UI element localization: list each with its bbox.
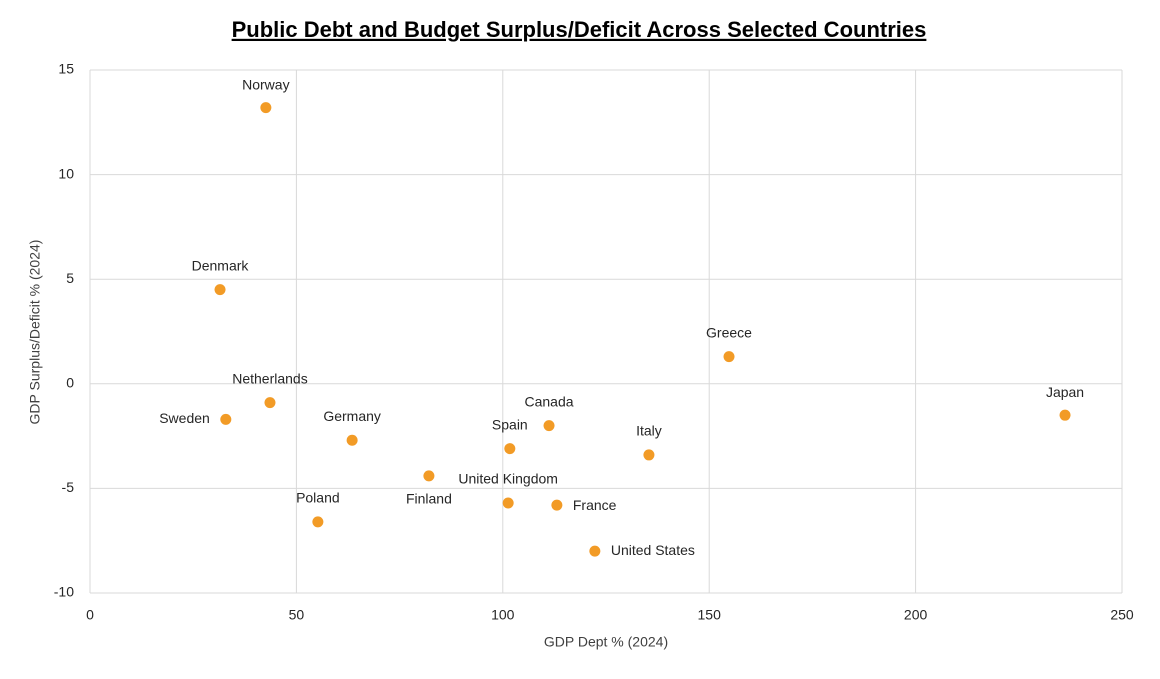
data-point	[220, 413, 232, 425]
data-point	[423, 470, 435, 482]
data-point	[214, 284, 226, 296]
chart-title: Public Debt and Budget Surplus/Deficit A…	[232, 17, 927, 42]
data-point	[1059, 409, 1071, 421]
x-axis-title: GDP Dept % (2024)	[544, 634, 668, 650]
data-point	[346, 434, 358, 446]
y-tick-label: -10	[54, 584, 74, 600]
x-tick-label: 150	[698, 607, 722, 623]
y-axis-title: GDP Surplus/Deficit % (2024)	[27, 240, 43, 425]
y-tick-label: 5	[66, 270, 74, 286]
x-tick-label: 100	[491, 607, 515, 623]
data-label: Poland	[296, 490, 340, 506]
data-point	[589, 545, 601, 557]
y-tick-label: -5	[62, 479, 75, 495]
y-tick-label: 10	[58, 165, 74, 181]
data-label: Germany	[323, 408, 381, 424]
data-point	[264, 397, 276, 409]
data-label: Spain	[492, 416, 528, 432]
data-label: France	[573, 497, 617, 513]
y-tick-label: 0	[66, 375, 74, 391]
data-point	[643, 449, 655, 461]
data-label: Netherlands	[232, 370, 308, 386]
data-point	[543, 420, 555, 432]
data-label: Greece	[706, 324, 752, 340]
data-point	[502, 497, 514, 509]
data-label: United States	[611, 542, 695, 558]
data-label: Norway	[242, 76, 289, 92]
data-point	[312, 516, 324, 528]
y-tick-label: 15	[58, 61, 74, 77]
data-label: Finland	[406, 491, 452, 507]
data-point	[504, 443, 516, 455]
data-label: United Kingdom	[458, 471, 558, 487]
data-point	[723, 351, 735, 363]
x-tick-label: 250	[1110, 607, 1134, 623]
data-label: Denmark	[192, 257, 250, 273]
data-point	[260, 102, 272, 114]
data-point	[551, 499, 563, 511]
x-tick-label: 0	[86, 607, 94, 623]
x-tick-label: 200	[904, 607, 928, 623]
data-label: Japan	[1046, 384, 1084, 400]
data-label: Sweden	[159, 410, 210, 426]
data-label: Canada	[525, 393, 574, 409]
x-tick-label: 50	[289, 607, 305, 623]
data-label: Italy	[636, 423, 662, 439]
